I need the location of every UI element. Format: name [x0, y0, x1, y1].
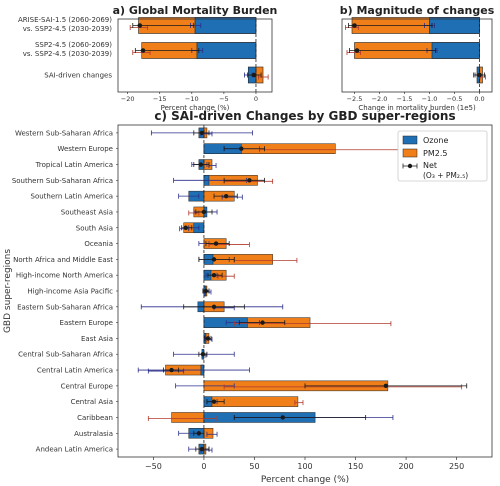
panel-a-title: a) Global Mortality Burden: [113, 4, 278, 17]
panel-b-net-point: [352, 23, 357, 28]
panel-b-xtick-label: −2.5: [347, 95, 363, 103]
panel-a-net-point: [137, 23, 143, 28]
panel-c-net-point: [247, 178, 252, 183]
panel-c-category-label: Eastern Sub-Saharan Africa: [17, 303, 113, 311]
panel-c-pm25-bar: [203, 428, 214, 439]
panel-c-xtick-label: 0: [201, 462, 206, 471]
panel-c-net-point: [211, 399, 217, 404]
legend-net-label: Net: [423, 161, 437, 170]
panel-b-net-point: [354, 48, 360, 53]
panel-c-category-label: South Asia: [76, 224, 113, 232]
panel-b-xtick-label: 0.0: [474, 95, 484, 103]
panel-c-category-label: High-income North America: [16, 272, 113, 280]
legend-net-marker: [407, 163, 413, 169]
legend-pm25-swatch: [402, 148, 418, 158]
panel-a-ozone-bar: [194, 17, 257, 34]
panel-a-net-point: [140, 48, 146, 53]
panel-c-category-label: High-income Asia Pacific: [27, 288, 113, 296]
panel-b-xtick-label: −2.0: [372, 95, 388, 103]
panel-c-category-label: Caribbean: [77, 414, 113, 422]
panel-c-xtick-label: 250: [449, 462, 464, 471]
legend-ozone-label: Ozone: [423, 136, 448, 145]
panel-c-net-point: [198, 162, 204, 167]
panel-a-category-label: vs. SSP2-4.5 (2030-2039): [23, 25, 113, 33]
panel-c-xtick-label: 150: [348, 462, 363, 471]
panel-b-title: b) Magnitude of changes: [340, 4, 495, 17]
panel-c-category-label: Australasia: [74, 430, 113, 438]
panel-c-category-label: Western Sub-Saharan Africa: [15, 129, 113, 137]
panel-b-ozone-bar: [431, 42, 480, 59]
panel-c-xtick-label: 50: [249, 462, 259, 471]
panel-c-xtick-label: −50: [145, 462, 162, 471]
panel-a-net-point: [251, 72, 257, 78]
panel-c-net-point: [213, 241, 219, 246]
panel-a-xtick-label: −20: [121, 95, 135, 103]
legend-pm25-label: PM2.5: [423, 149, 447, 158]
legend-box: [397, 130, 488, 182]
panel-c-category-label: Central Latin America: [37, 367, 113, 375]
panel-c-ylabel: GBD super-regions: [3, 249, 13, 333]
panel-c-net-point: [196, 431, 202, 436]
legend-ozone-swatch: [402, 135, 418, 145]
panel-c-category-label: Southern Latin America: [31, 193, 113, 201]
panel-b-xtick-label: −0.5: [447, 95, 463, 103]
panel-c-net-point: [223, 193, 229, 199]
panel-c-xtick-label: 100: [297, 462, 312, 471]
panel-c-net-point: [205, 336, 211, 341]
panel-c-net-point: [280, 415, 285, 420]
panel-c-category-label: Central Sub-Saharan Africa: [18, 351, 113, 359]
panel-a-category-label: ARISE-SAI-1.5 (2060-2069): [18, 16, 112, 24]
panel-c-net-point: [211, 304, 217, 310]
panel-c-category-label: Eastern Europe: [60, 319, 113, 327]
panel-c-net-point: [183, 225, 188, 230]
panel-c-legend: Ozone PM2.5 Net(O₃ + PM₂.₅): [397, 130, 488, 182]
panel-c-net-point: [383, 383, 389, 389]
panel-c-pm25-bar: [171, 412, 205, 423]
panel-c-title: c) SAI-driven Changes by GBD super-regio…: [154, 109, 455, 123]
panel-c-xlabel: Percent change (%): [261, 475, 349, 485]
panel-c-net-point: [239, 146, 244, 151]
panel-b-xtick-label: −1.5: [397, 95, 413, 103]
panel-c-net-point: [200, 352, 206, 357]
panel-a-xtick-label: −10: [185, 95, 199, 103]
panel-a-xtick-label: −15: [153, 95, 167, 103]
panel-b-frame: [341, 18, 493, 93]
panel-c-net-point: [211, 257, 217, 262]
panel-c-net-point: [203, 288, 209, 294]
panel-c-category-label: East Asia: [81, 335, 113, 343]
panel-b-xtick-label: −1.0: [422, 95, 438, 103]
panel-c-category-label: Southern Sub-Saharan Africa: [12, 177, 113, 185]
panel-c-net-point: [211, 272, 217, 278]
panel-b-xlabel: Change in mortality burden (1e5): [358, 104, 476, 112]
panel-a-xtick-label: −5: [219, 95, 229, 103]
panel-a-frame: [117, 18, 273, 93]
panel-c-net-point: [169, 367, 174, 373]
panel-a-category-label: SSP2-4.5 (2060-2069): [35, 41, 112, 49]
panel-a-xtick-label: 0: [254, 95, 258, 103]
panel-c-category-label: Central Europe: [61, 382, 113, 390]
panel-c-net-point: [260, 320, 265, 325]
panel-c-category-label: Tropical Latin America: [35, 161, 113, 169]
panel-a-category-label: vs. SSP2-4.5 (2030-2039): [23, 50, 113, 58]
panel-c-xtick-label: 200: [398, 462, 413, 471]
legend-net-sublabel: (O₃ + PM₂.₅): [423, 171, 468, 180]
panel-c-net-point: [199, 130, 205, 136]
panel-c-category-label: Western Europe: [57, 145, 113, 153]
panel-c-category-label: Central Asia: [71, 398, 113, 406]
panel-c-category-label: Andean Latin America: [36, 446, 113, 454]
panel-c-category-label: Southeast Asia: [61, 208, 113, 216]
panel-a-xlabel: Percent change (%): [161, 104, 230, 112]
panel-a-ozone-bar: [196, 42, 257, 59]
panel-c-category-label: Oceania: [84, 240, 113, 248]
panel-c-category-label: North Africa and Middle East: [13, 256, 113, 264]
panel-b-ozone-bar: [429, 17, 480, 34]
panel-c-net-point: [199, 446, 205, 452]
panel-a-category-label: SAI-driven changes: [44, 71, 112, 79]
